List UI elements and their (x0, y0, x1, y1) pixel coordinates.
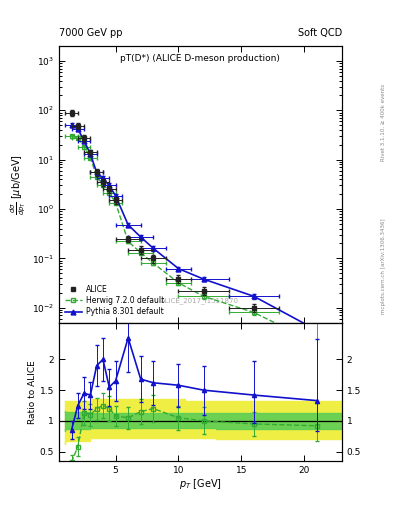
Y-axis label: Ratio to ALICE: Ratio to ALICE (28, 360, 37, 423)
Text: Soft QCD: Soft QCD (298, 28, 342, 38)
Legend: ALICE, Herwig 7.2.0 default, Pythia 8.301 default: ALICE, Herwig 7.2.0 default, Pythia 8.30… (63, 283, 166, 319)
Text: 7000 GeV pp: 7000 GeV pp (59, 28, 123, 38)
Text: ALICE_2017_I1511870: ALICE_2017_I1511870 (162, 297, 239, 304)
Text: Rivet 3.1.10, ≥ 400k events: Rivet 3.1.10, ≥ 400k events (381, 84, 386, 161)
Text: pT(D*) (ALICE D-meson production): pT(D*) (ALICE D-meson production) (121, 54, 280, 63)
Y-axis label: $\frac{d\sigma}{dp_T}$ [$\mu$b/GeV]: $\frac{d\sigma}{dp_T}$ [$\mu$b/GeV] (8, 154, 28, 215)
X-axis label: $p_T$ [GeV]: $p_T$ [GeV] (179, 477, 222, 492)
Text: mcplots.cern.ch [arXiv:1306.3436]: mcplots.cern.ch [arXiv:1306.3436] (381, 219, 386, 314)
